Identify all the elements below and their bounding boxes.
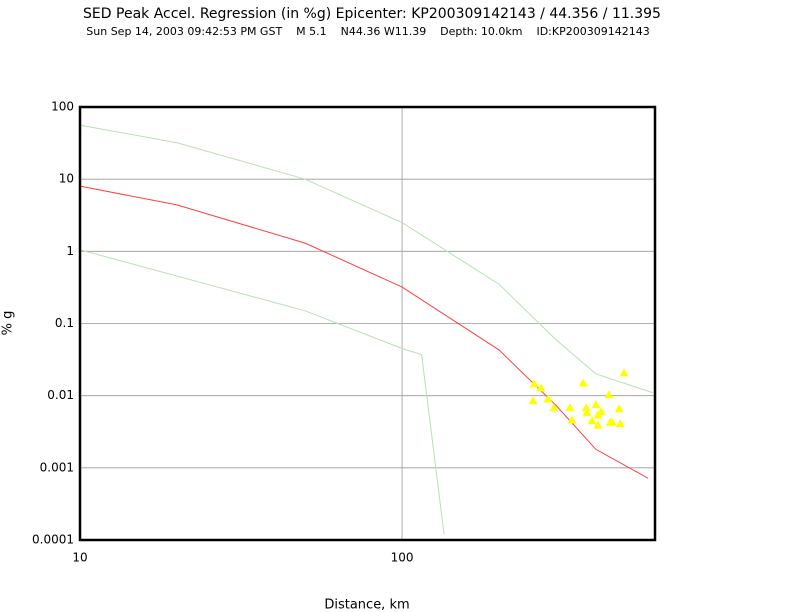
regression-line bbox=[79, 185, 649, 479]
data-point bbox=[596, 407, 606, 416]
data-point bbox=[543, 394, 553, 403]
data-point bbox=[604, 390, 614, 399]
regression-line bbox=[79, 249, 445, 535]
y-tick-label: 1 bbox=[66, 244, 74, 258]
data-point bbox=[607, 417, 617, 426]
data-point bbox=[581, 403, 591, 412]
data-point bbox=[619, 368, 629, 377]
x-tick-label: 10 bbox=[72, 551, 87, 565]
data-point bbox=[582, 408, 592, 417]
y-axis-label: % g bbox=[1, 311, 16, 336]
chart-subtitle: Sun Sep 14, 2003 09:42:53 PM GST M 5.1 N… bbox=[86, 25, 649, 38]
data-point bbox=[593, 420, 603, 429]
x-axis-label: Distance, km bbox=[324, 598, 409, 612]
data-point bbox=[529, 379, 539, 388]
y-tick-label: 0.1 bbox=[55, 316, 74, 330]
x-tick-label: 100 bbox=[391, 551, 414, 565]
plot-frame bbox=[78, 105, 657, 542]
y-tick-label: 0.01 bbox=[47, 388, 74, 402]
y-tick-label: 0.0001 bbox=[32, 533, 74, 547]
y-tick-label: 100 bbox=[51, 100, 74, 114]
data-point bbox=[615, 419, 625, 428]
chart-title: SED Peak Accel. Regression (in %g) Epice… bbox=[83, 6, 661, 22]
data-point bbox=[567, 415, 577, 424]
data-point bbox=[549, 403, 559, 412]
data-point bbox=[578, 378, 588, 387]
data-point bbox=[591, 400, 601, 409]
regression-line bbox=[79, 124, 653, 394]
y-tick-label: 0.001 bbox=[40, 460, 74, 474]
y-tick-label: 10 bbox=[59, 172, 74, 186]
data-point bbox=[565, 403, 575, 412]
data-point bbox=[614, 404, 624, 413]
data-point bbox=[536, 383, 546, 392]
data-point bbox=[587, 416, 597, 425]
data-point bbox=[528, 396, 538, 405]
